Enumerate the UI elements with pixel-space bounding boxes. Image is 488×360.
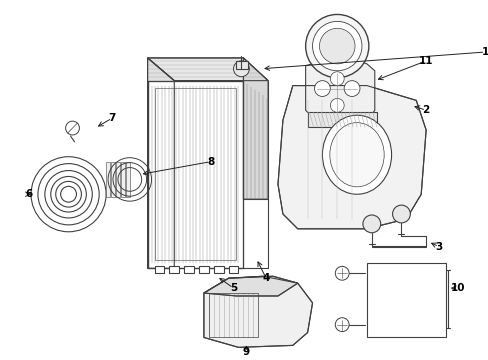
Text: 1: 1: [481, 47, 488, 57]
Circle shape: [344, 81, 359, 96]
Text: 5: 5: [229, 283, 237, 293]
Bar: [208, 293, 258, 337]
Text: 3: 3: [434, 242, 442, 252]
Polygon shape: [203, 276, 297, 296]
Bar: [111, 162, 115, 197]
Polygon shape: [277, 86, 425, 229]
Bar: [213, 266, 223, 273]
Bar: [236, 61, 248, 69]
Circle shape: [335, 318, 348, 332]
Bar: [184, 266, 194, 273]
Polygon shape: [147, 58, 267, 81]
Text: 9: 9: [243, 347, 249, 357]
Bar: [147, 81, 243, 268]
Bar: [366, 264, 445, 337]
Circle shape: [305, 14, 368, 78]
Circle shape: [335, 266, 348, 280]
Bar: [147, 81, 243, 268]
Ellipse shape: [329, 123, 384, 187]
Bar: [147, 81, 243, 268]
Polygon shape: [203, 276, 312, 347]
Bar: [169, 266, 179, 273]
Bar: [199, 266, 208, 273]
Text: 2: 2: [422, 105, 429, 115]
Polygon shape: [147, 58, 174, 268]
Circle shape: [314, 81, 330, 96]
Bar: [106, 162, 110, 197]
Bar: [116, 162, 120, 197]
Text: 8: 8: [207, 157, 214, 167]
Bar: [307, 112, 376, 127]
Text: 7: 7: [108, 113, 116, 123]
Text: 6: 6: [25, 189, 33, 199]
Circle shape: [65, 121, 79, 135]
Circle shape: [312, 21, 361, 71]
Bar: [154, 87, 236, 260]
Polygon shape: [243, 58, 267, 199]
Text: 10: 10: [449, 283, 464, 293]
Bar: [121, 162, 124, 197]
Ellipse shape: [322, 115, 391, 194]
Polygon shape: [305, 59, 374, 125]
Text: 4: 4: [262, 273, 269, 283]
Circle shape: [392, 205, 409, 223]
Bar: [125, 162, 129, 197]
Circle shape: [330, 72, 344, 86]
Circle shape: [330, 98, 344, 112]
Text: 11: 11: [418, 56, 432, 66]
Bar: [154, 266, 164, 273]
Circle shape: [319, 28, 354, 64]
Circle shape: [362, 215, 380, 233]
Circle shape: [233, 61, 249, 77]
Bar: [228, 266, 238, 273]
